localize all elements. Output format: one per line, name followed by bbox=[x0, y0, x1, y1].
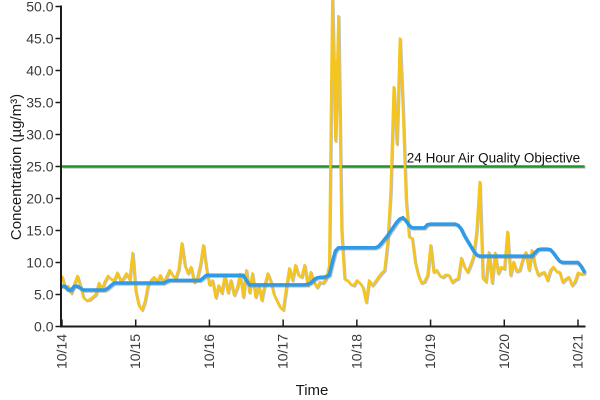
x-tick-label: 10/16 bbox=[201, 334, 217, 369]
y-tick-label: 45.0 bbox=[26, 31, 53, 47]
x-axis-ticks: 10/14 10/15 10/16 10/17 10/18 10/19 10/20 10/21 bbox=[54, 319, 585, 369]
y-tick-label: 25.0 bbox=[26, 159, 53, 175]
y-tick-label: 50.0 bbox=[26, 0, 53, 15]
x-tick-label: 10/15 bbox=[127, 334, 143, 369]
y-tick-label: 0.0 bbox=[34, 319, 54, 335]
y-axis-ticks: 0.0 5.0 10.0 15.0 20.0 25.0 30.0 35.0 40.0 45.0 50… bbox=[26, 0, 61, 335]
y-tick-label: 5.0 bbox=[34, 287, 54, 303]
y-tick-label: 20.0 bbox=[26, 191, 53, 207]
y-tick-label: 10.0 bbox=[26, 255, 53, 271]
x-tick-label: 10/19 bbox=[422, 334, 438, 369]
y-tick-label: 35.0 bbox=[26, 95, 53, 111]
x-axis: 10/14 10/15 10/16 10/17 10/18 10/19 10/20 10/21 bbox=[54, 319, 586, 369]
series-lines bbox=[60, 0, 586, 312]
y-tick-label: 30.0 bbox=[26, 127, 53, 143]
x-tick-label: 10/18 bbox=[348, 334, 364, 369]
y-tick-label: 15.0 bbox=[26, 223, 53, 239]
x-tick-label: 10/21 bbox=[569, 334, 585, 369]
y-tick-label: 40.0 bbox=[26, 63, 53, 79]
objective-label: 24 Hour Air Quality Objective bbox=[407, 151, 580, 166]
x-tick-label: 10/20 bbox=[496, 334, 512, 369]
y-axis: 0.0 5.0 10.0 15.0 20.0 25.0 30.0 35.0 40.0 45.0 50… bbox=[26, 0, 62, 335]
y-axis-title: Concentration (µg/m³) bbox=[8, 94, 25, 240]
x-tick-label: 10/17 bbox=[275, 334, 291, 369]
x-axis-title: Time bbox=[296, 382, 329, 399]
rolling-average-line bbox=[60, 215, 586, 292]
x-tick-label: 10/14 bbox=[54, 334, 70, 369]
